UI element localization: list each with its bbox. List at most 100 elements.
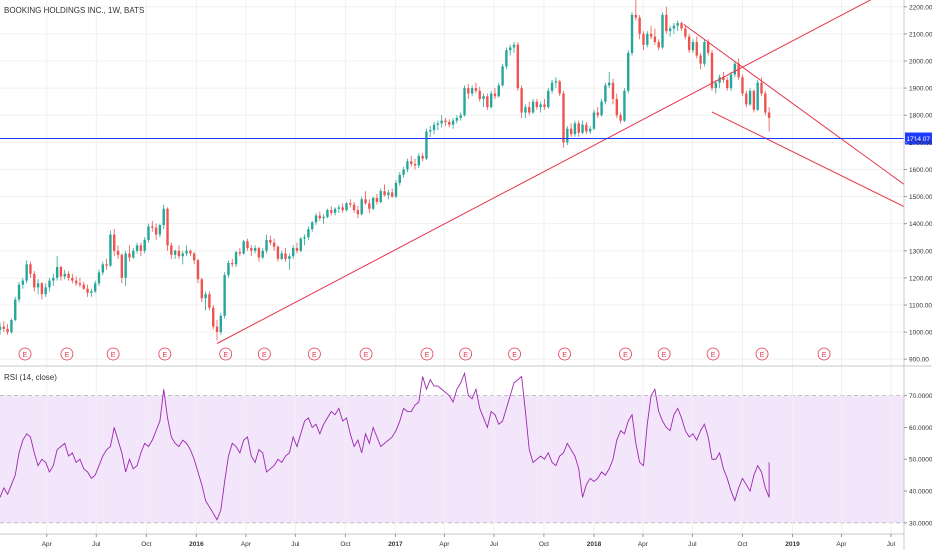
candle-up — [691, 42, 695, 51]
candle-up — [607, 82, 611, 86]
candle-down — [6, 328, 9, 333]
candle-up — [52, 277, 55, 281]
candle-up — [345, 203, 348, 211]
candle-up — [554, 81, 558, 83]
candle-up — [299, 238, 302, 251]
candle-up — [288, 256, 291, 259]
candle-down — [212, 307, 215, 327]
candle-up — [371, 197, 375, 209]
candle-down — [653, 36, 657, 43]
candle-up — [162, 208, 165, 226]
candle-down — [272, 242, 276, 247]
candle-down — [74, 280, 78, 284]
candle-up — [497, 85, 500, 97]
candle-up — [36, 283, 40, 288]
candle-down — [421, 155, 424, 159]
candle-up — [748, 90, 752, 105]
candle-up — [360, 199, 363, 215]
price-line-group: 1714.07 — [0, 132, 932, 145]
candle-up — [627, 52, 630, 91]
y-tick-label: 1800.00 — [909, 113, 932, 120]
candle-up — [733, 63, 737, 75]
earnings-marker-label: E — [822, 352, 827, 359]
candle-down — [113, 234, 116, 251]
candle-up — [132, 250, 135, 258]
x-tick-label: Oct — [737, 541, 747, 548]
trendlines-group — [216, 0, 904, 344]
candle-down — [684, 28, 687, 37]
candle-down — [2, 326, 6, 329]
rsi-y-tick-label: 60.0000 — [909, 425, 932, 432]
candle-up — [311, 222, 314, 230]
candle-up — [219, 315, 223, 333]
candle-up — [143, 239, 146, 251]
candle-up — [14, 299, 17, 320]
earnings-marker — [18, 347, 32, 361]
y-tick-label: 2100.00 — [909, 31, 932, 38]
candle-down — [520, 88, 523, 113]
candle-up — [97, 272, 101, 284]
candle-down — [246, 241, 249, 249]
candle-up — [93, 283, 97, 292]
candle-down — [177, 250, 181, 257]
y-tick-label: 2200.00 — [909, 4, 932, 11]
earnings-marker-label: E — [364, 352, 369, 359]
candle-down — [200, 279, 203, 299]
candle-up — [588, 128, 592, 132]
candle-up — [109, 234, 112, 266]
candle-up — [489, 93, 493, 108]
candle-up — [10, 319, 13, 333]
candle-down — [33, 273, 36, 288]
earnings-marker — [817, 347, 831, 361]
x-tick-label: Jul — [92, 541, 101, 548]
candle-down — [649, 33, 653, 37]
candle-up — [531, 101, 535, 113]
earnings-marker — [755, 347, 769, 361]
candle-up — [333, 208, 337, 213]
earnings-marker-label: E — [65, 352, 70, 359]
y-tick-label: 1000.00 — [909, 330, 932, 337]
candle-up — [307, 229, 310, 238]
candle-up — [550, 82, 554, 91]
y-tick-label: 900.00 — [909, 357, 929, 364]
candle-up — [455, 117, 459, 121]
price-label-box — [905, 132, 932, 145]
candle-down — [558, 81, 561, 94]
candle-up — [402, 169, 405, 175]
candle-up — [729, 74, 733, 89]
candle-down — [665, 14, 668, 32]
candle-up — [630, 14, 634, 53]
x-tick-label: Apr — [439, 541, 450, 548]
candle-down — [29, 264, 32, 274]
candle-up — [512, 44, 516, 48]
candle-down — [710, 52, 714, 89]
candle-up — [173, 250, 177, 255]
candle-up — [714, 82, 718, 89]
candle-down — [569, 128, 573, 135]
candle-down — [611, 82, 615, 99]
earnings-marker — [558, 347, 571, 361]
x-tick-label: 2019 — [785, 541, 800, 548]
candle-down — [444, 120, 447, 122]
earnings-marker — [219, 347, 233, 361]
candle-down — [486, 96, 489, 108]
candle-up — [581, 124, 584, 133]
candle-up — [48, 280, 51, 288]
candle-down — [752, 90, 756, 110]
candle-down — [615, 98, 619, 116]
candle-up — [0, 326, 2, 330]
earnings-marker-label: E — [463, 352, 468, 359]
rsi-series-line — [0, 371, 770, 521]
candle-down — [543, 104, 546, 108]
earnings-marker-label: E — [562, 352, 567, 359]
x-tick-label: Oct — [141, 541, 151, 548]
earnings-marker-label: E — [425, 352, 430, 359]
rsi-y-tick-label: 50.0000 — [909, 457, 932, 464]
x-tick-label: 2017 — [388, 541, 403, 548]
candle-down — [40, 283, 44, 295]
price-label: 1714.07 — [907, 136, 931, 143]
y-tick-label: 1300.00 — [909, 248, 932, 255]
rsi-chart-title: RSI (14, close) — [4, 373, 57, 382]
candle-down — [642, 33, 645, 45]
